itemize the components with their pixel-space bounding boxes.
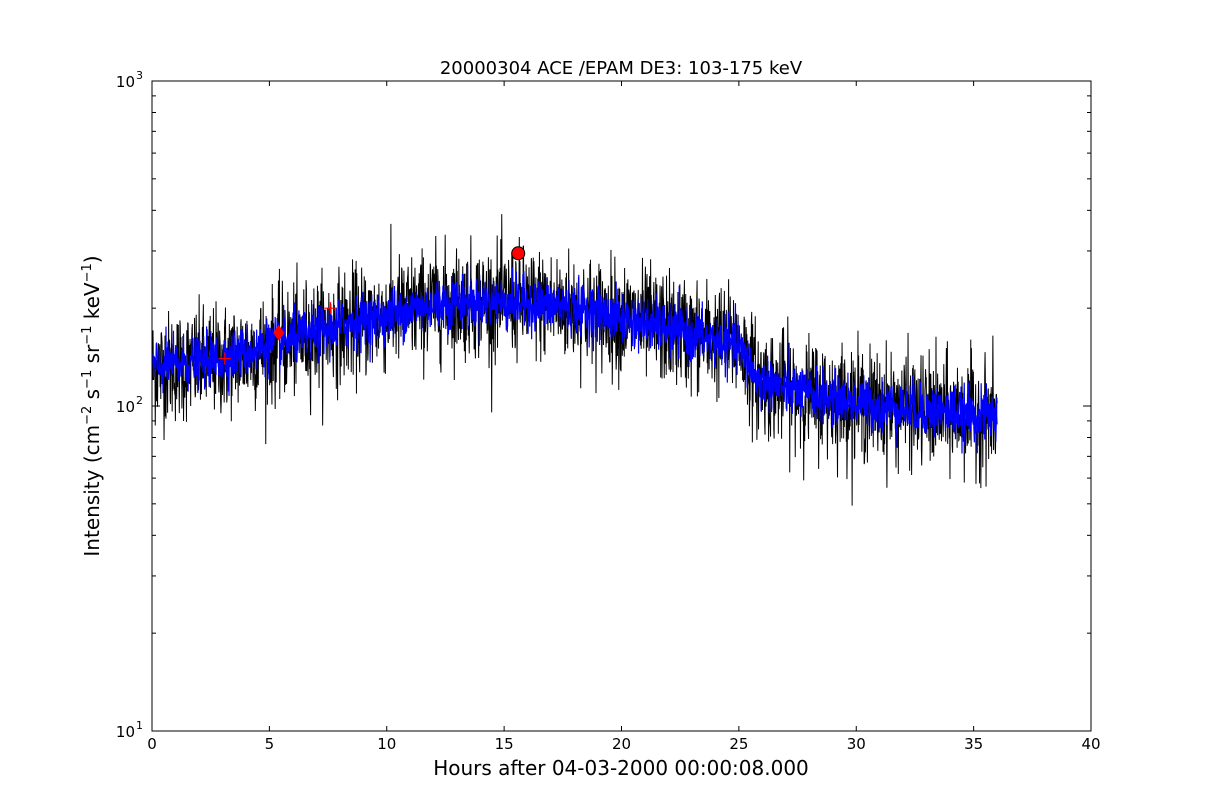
x-axis-label: Hours after 04-03-2000 00:00:08.000 — [433, 756, 809, 780]
y-tick-exponent: 1 — [136, 719, 143, 732]
diamond-marker — [273, 324, 285, 341]
x-tick-label: 40 — [1081, 735, 1100, 753]
plus-marker-2 — [324, 302, 337, 315]
x-tick-label: 0 — [147, 735, 157, 753]
x-tick-label: 30 — [847, 735, 866, 753]
y-tick-label: 10 — [116, 73, 135, 91]
x-tick-label: 10 — [377, 735, 396, 753]
y-tick-exponent: 2 — [136, 394, 143, 407]
y-axis-label: Intensity (cm−2 s−1 sr−1 keV−1) — [80, 255, 104, 556]
x-tick-label: 5 — [265, 735, 275, 753]
peak-circle-marker — [511, 246, 526, 261]
x-tick-label: 20 — [612, 735, 631, 753]
x-tick-label: 25 — [729, 735, 748, 753]
x-tick-label: 35 — [964, 735, 983, 753]
series-line-2 — [152, 264, 998, 454]
y-tick-exponent: 3 — [136, 69, 143, 82]
y-tick-label: 10 — [116, 398, 135, 416]
x-axis: 0 5 10 15 20 25 30 35 40 — [147, 81, 1101, 753]
y-tick-label: 10 — [116, 723, 135, 741]
chart-title: 20000304 ACE /EPAM DE3: 103-175 keV — [440, 58, 803, 79]
x-tick-label: 15 — [495, 735, 514, 753]
plus-marker-1 — [218, 352, 231, 365]
